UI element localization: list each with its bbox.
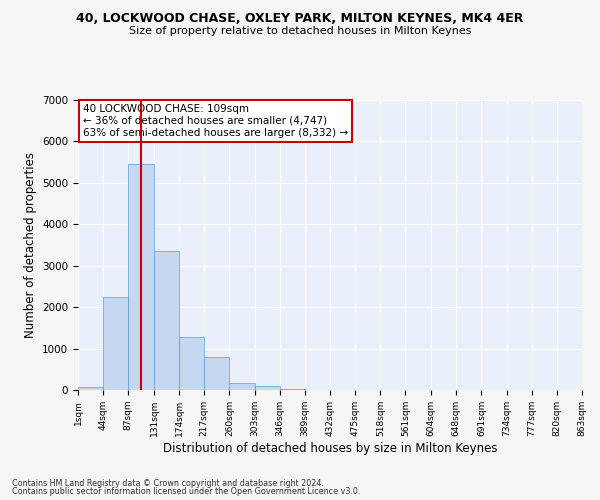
- Text: Size of property relative to detached houses in Milton Keynes: Size of property relative to detached ho…: [129, 26, 471, 36]
- X-axis label: Distribution of detached houses by size in Milton Keynes: Distribution of detached houses by size …: [163, 442, 497, 454]
- Bar: [78, 387, 103, 390]
- Text: 40, LOCKWOOD CHASE, OXLEY PARK, MILTON KEYNES, MK4 4ER: 40, LOCKWOOD CHASE, OXLEY PARK, MILTON K…: [76, 12, 524, 26]
- Text: 40 LOCKWOOD CHASE: 109sqm
← 36% of detached houses are smaller (4,747)
63% of se: 40 LOCKWOOD CHASE: 109sqm ← 36% of detac…: [83, 104, 348, 138]
- Y-axis label: Number of detached properties: Number of detached properties: [23, 152, 37, 338]
- Text: Contains public sector information licensed under the Open Government Licence v3: Contains public sector information licen…: [12, 487, 361, 496]
- Bar: [280, 389, 305, 390]
- Bar: [179, 337, 204, 390]
- Bar: [254, 386, 280, 390]
- Bar: [204, 357, 229, 390]
- Text: Contains HM Land Registry data © Crown copyright and database right 2024.: Contains HM Land Registry data © Crown c…: [12, 478, 324, 488]
- Bar: [154, 251, 179, 390]
- Bar: [128, 164, 154, 390]
- Bar: [229, 383, 254, 390]
- Bar: [103, 297, 128, 390]
